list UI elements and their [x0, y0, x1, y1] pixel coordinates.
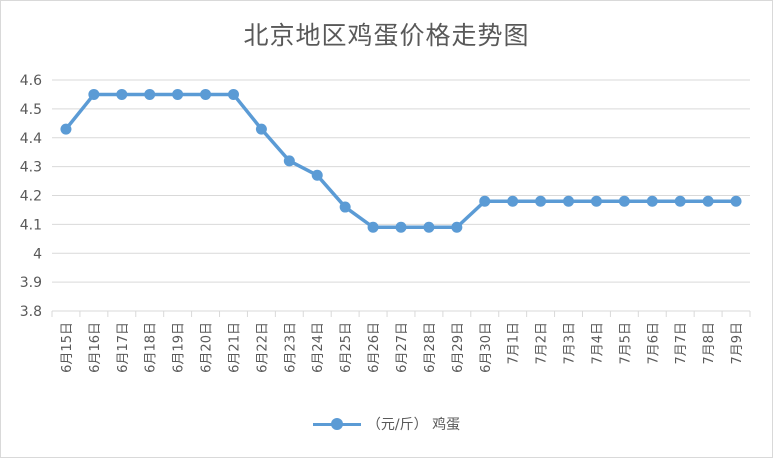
y-tick-label: 4.1 [20, 217, 42, 233]
y-tick-label: 4.2 [20, 189, 42, 205]
legend: （元/斤） 鸡蛋 [0, 414, 773, 434]
x-tick-label: 6月28日 [423, 322, 438, 373]
x-tick-label: 6月17日 [116, 322, 131, 373]
x-tick-label: 7月8日 [702, 322, 717, 365]
y-tick-label: 4.5 [20, 102, 42, 118]
y-tick-label: 4.6 [20, 73, 42, 89]
data-point [395, 221, 407, 233]
chart-title: 北京地区鸡蛋价格走势图 [243, 21, 530, 50]
x-tick-label: 7月5日 [618, 322, 633, 365]
y-axis: 3.8 3.9 4 4.1 4.2 4.3 4.4 4.5 4.6 [20, 73, 42, 320]
data-point [590, 195, 602, 207]
y-tick-label: 4.4 [20, 131, 42, 147]
x-tick-label: 6月30日 [479, 322, 494, 373]
x-tick-label: 6月19日 [172, 322, 187, 373]
x-tick-label: 6月20日 [200, 322, 215, 373]
x-tick-label: 6月23日 [283, 322, 298, 373]
data-point [88, 88, 100, 100]
data-point [311, 169, 323, 181]
data-point [255, 123, 267, 135]
x-tick-label: 6月29日 [451, 322, 466, 373]
data-point [144, 88, 156, 100]
x-tick-label: 6月18日 [144, 322, 159, 373]
x-tick-label: 6月27日 [395, 322, 410, 373]
data-point [674, 195, 686, 207]
data-point [479, 195, 491, 207]
data-point [283, 155, 295, 167]
data-point [730, 195, 742, 207]
x-tick-label: 6月26日 [367, 322, 382, 373]
y-tick-label: 3.8 [20, 304, 42, 320]
x-tick-label: 7月6日 [646, 322, 661, 365]
data-point [563, 195, 575, 207]
data-point [646, 195, 658, 207]
y-tick-label: 4 [33, 246, 42, 262]
data-point [507, 195, 519, 207]
x-tick-label: 7月3日 [563, 322, 578, 365]
x-tick-label: 7月7日 [674, 322, 689, 365]
legend-swatch [312, 418, 361, 430]
data-point [339, 201, 351, 213]
data-point [367, 221, 379, 233]
x-tick-label: 7月9日 [730, 322, 745, 365]
data-point [227, 88, 239, 100]
data-point [116, 88, 128, 100]
series-line [64, 92, 738, 230]
x-tick-label: 6月21日 [227, 322, 242, 373]
x-tick-label: 6月25日 [339, 322, 354, 373]
x-tick-label: 7月1日 [507, 322, 522, 365]
series-egg [60, 88, 742, 233]
data-point [702, 195, 714, 207]
data-point [423, 221, 435, 233]
x-tick-label: 6月24日 [311, 322, 326, 373]
data-point [535, 195, 547, 207]
x-tick-label: 6月16日 [88, 322, 103, 373]
legend-marker [330, 418, 343, 430]
y-tick-label: 4.3 [20, 160, 42, 176]
x-tick-label: 6月22日 [255, 322, 270, 373]
x-axis: 6月15日 6月16日 6月17日 6月18日 6月19日 6月20日 6月21日 6月22日… [51, 311, 751, 373]
y-tick-label: 3.9 [20, 275, 42, 291]
x-tick-label: 6月15日 [60, 322, 75, 373]
data-point [172, 88, 184, 100]
data-point [451, 221, 463, 233]
legend-label: （元/斤） 鸡蛋 [366, 417, 461, 433]
data-point [618, 195, 630, 207]
x-tick-label: 7月4日 [590, 322, 605, 365]
x-tick-label: 7月2日 [535, 322, 550, 365]
gridlines [52, 79, 750, 312]
data-point [200, 88, 212, 100]
data-point [60, 123, 72, 135]
